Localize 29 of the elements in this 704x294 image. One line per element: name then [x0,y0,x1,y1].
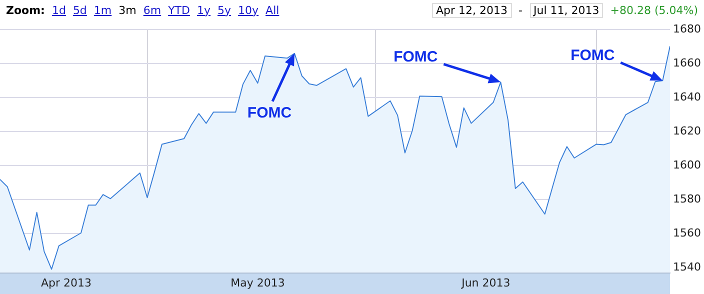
text: Apr 12, 2013 [432,2,512,18]
text: 1d [52,4,66,16]
text: 10y [238,4,259,16]
annotation: FOMC [247,104,292,122]
y-tick-label: 1540 [673,260,702,274]
annotation: FOMC [570,46,615,64]
y-tick-label: 1600 [673,158,702,172]
text: 5y [218,4,232,16]
text: 5d [72,4,87,16]
text: Jul 11, 2013 [530,2,604,18]
x-tick-label: May 2013 [230,276,285,290]
text: - [518,4,522,16]
text: 3m [118,4,136,16]
x-tick-label: Apr 2013 [41,276,92,290]
text: YTD [168,4,190,16]
y-tick-label: 1660 [673,56,702,70]
x-tick-label: Jun 2013 [460,276,510,290]
y-tick-label: 1640 [673,90,702,104]
y-tick-label: 1560 [673,226,702,240]
text: 1m [94,4,112,16]
y-tick-label: 1580 [673,192,702,206]
text: Zoom: [6,4,45,16]
annotation: FOMC [394,48,438,66]
text: 6m [143,4,162,16]
text: All [266,4,280,16]
y-tick-label: 1620 [673,124,702,138]
text: 1y [197,4,211,16]
y-tick-label: 1680 [673,22,702,36]
text: +80.28 (5.04%) [610,4,698,16]
